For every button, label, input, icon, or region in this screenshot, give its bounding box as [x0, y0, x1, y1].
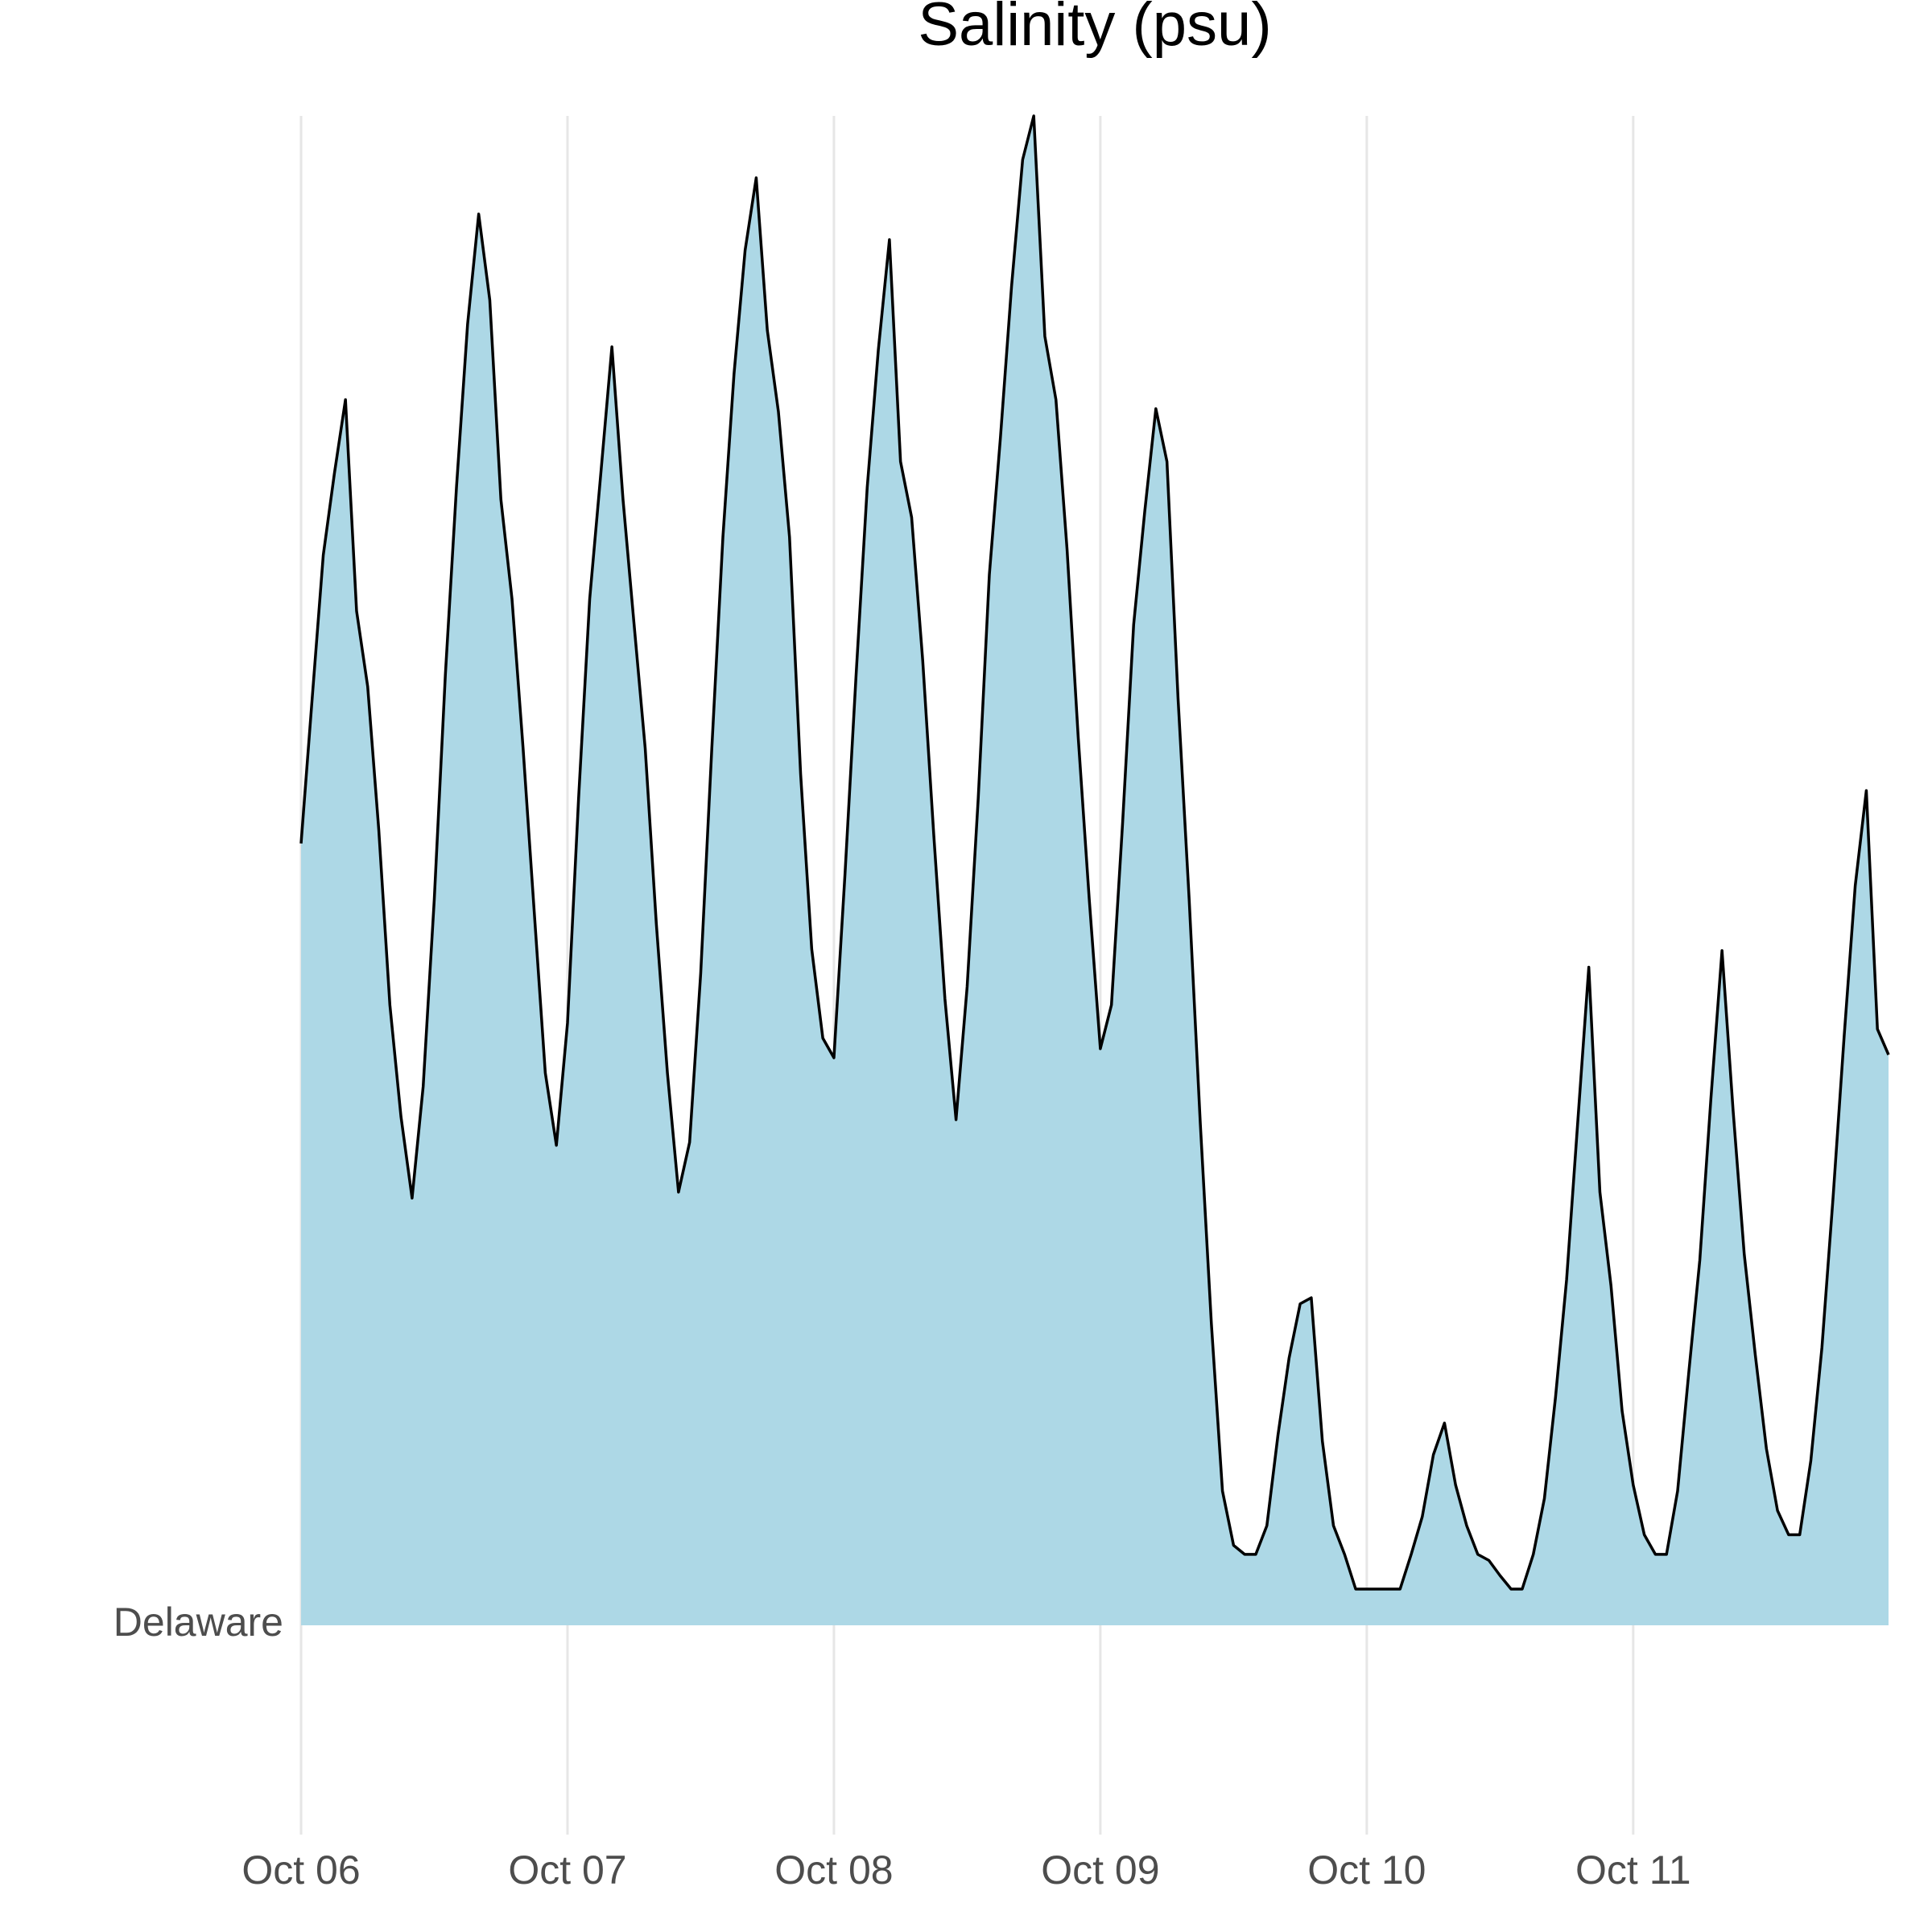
ridge-area	[301, 116, 1889, 1625]
x-tick-label: Oct 09	[1041, 1847, 1159, 1893]
x-tick-label: Oct 06	[242, 1847, 360, 1893]
x-tick-label: Oct 07	[508, 1847, 626, 1893]
x-tick-label: Oct 08	[774, 1847, 893, 1893]
chart-title: Salinity (psu)	[918, 0, 1271, 59]
y-category-label: Delaware	[114, 1600, 283, 1645]
ridge-line	[299, 114, 1890, 1591]
x-tick-label: Oct 10	[1307, 1847, 1426, 1893]
x-tick-label: Oct 11	[1575, 1847, 1691, 1893]
